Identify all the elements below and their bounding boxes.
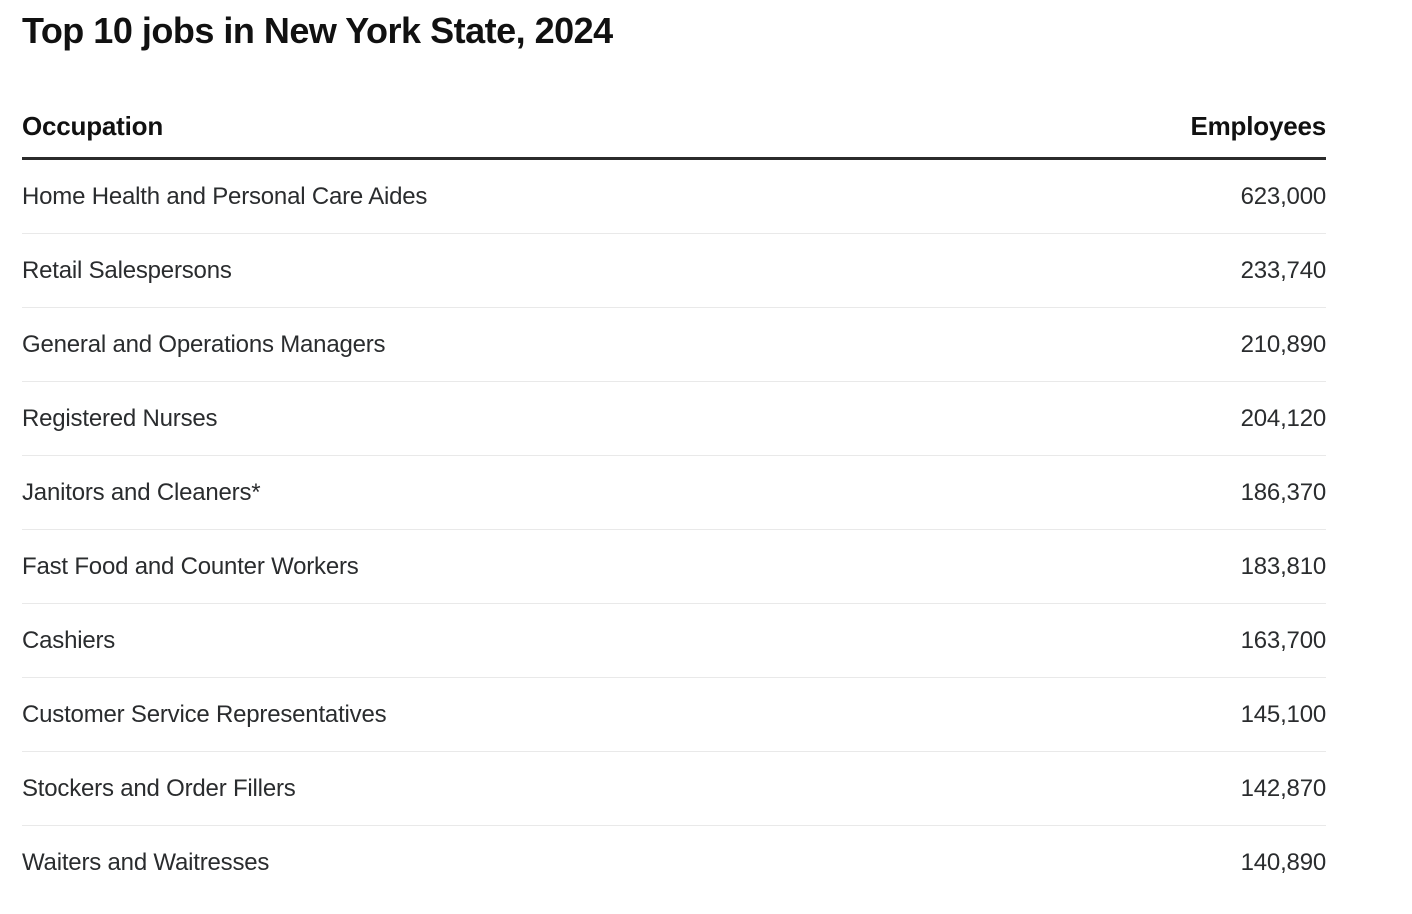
employees-cell: 204,120 bbox=[1240, 404, 1327, 432]
occupation-cell: Janitors and Cleaners* bbox=[22, 478, 261, 506]
employees-cell: 186,370 bbox=[1240, 478, 1327, 506]
content-area: Top 10 jobs in New York State, 2024 Occu… bbox=[22, 0, 1326, 900]
table-row: Home Health and Personal Care Aides 623,… bbox=[22, 160, 1327, 235]
table-row: Customer Service Representatives 145,100 bbox=[22, 678, 1327, 753]
table-row: Waiters and Waitresses 140,890 bbox=[22, 826, 1326, 900]
occupation-cell: Registered Nurses bbox=[22, 404, 218, 432]
jobs-table: Occupation Employees Home Health and Per… bbox=[22, 111, 1326, 900]
employees-cell: 140,890 bbox=[1240, 849, 1327, 877]
table-row: Fast Food and Counter Workers 183,810 bbox=[22, 530, 1327, 605]
employees-cell: 163,700 bbox=[1240, 626, 1327, 654]
employees-cell: 623,000 bbox=[1240, 182, 1327, 210]
occupation-cell: Fast Food and Counter Workers bbox=[22, 552, 359, 580]
employees-cell: 183,810 bbox=[1240, 552, 1327, 580]
table-row: Registered Nurses 204,120 bbox=[22, 382, 1327, 457]
table-row: General and Operations Managers 210,890 bbox=[22, 308, 1327, 383]
page-title: Top 10 jobs in New York State, 2024 bbox=[22, 10, 613, 51]
employees-cell: 210,890 bbox=[1240, 330, 1327, 358]
occupation-cell: General and Operations Managers bbox=[22, 330, 386, 358]
employees-cell: 145,100 bbox=[1240, 700, 1327, 728]
table-row: Janitors and Cleaners* 186,370 bbox=[22, 456, 1327, 531]
employees-cell: 233,740 bbox=[1240, 256, 1327, 284]
table-row: Cashiers 163,700 bbox=[22, 604, 1327, 679]
column-header-occupation: Occupation bbox=[22, 111, 164, 142]
occupation-cell: Customer Service Representatives bbox=[22, 700, 387, 728]
occupation-cell: Waiters and Waitresses bbox=[22, 849, 270, 877]
column-header-employees: Employees bbox=[1190, 111, 1327, 142]
occupation-cell: Home Health and Personal Care Aides bbox=[22, 182, 428, 210]
table-header: Occupation Employees bbox=[22, 111, 1327, 161]
table-row: Stockers and Order Fillers 142,870 bbox=[22, 752, 1327, 827]
occupation-cell: Retail Salespersons bbox=[22, 256, 232, 284]
occupation-cell: Stockers and Order Fillers bbox=[22, 774, 296, 802]
employees-cell: 142,870 bbox=[1240, 774, 1327, 802]
table-row: Retail Salespersons 233,740 bbox=[22, 234, 1327, 309]
occupation-cell: Cashiers bbox=[22, 626, 116, 654]
